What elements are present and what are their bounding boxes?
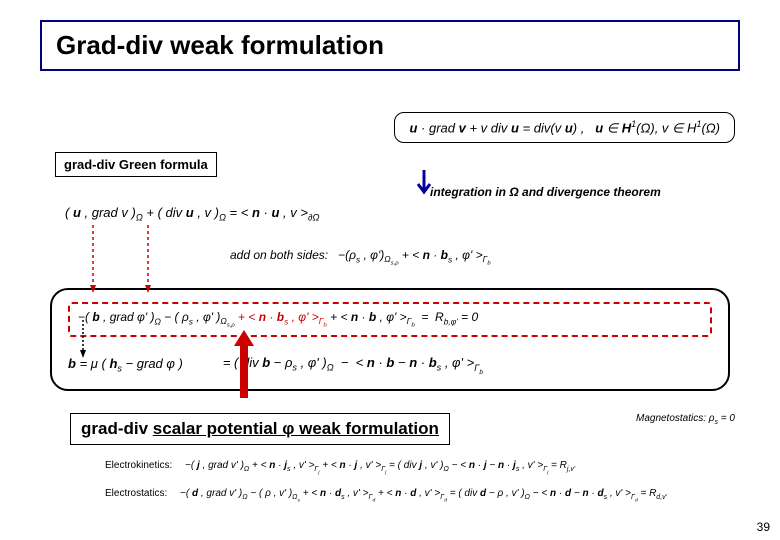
magnetostatics-note: Magnetostatics: ρs = 0: [636, 413, 735, 426]
dotted-arrow-3-icon: [80, 320, 86, 360]
red-dashed-equation: −( b , grad φ' )Ω − ( ρs , φ' )Ωs,ρ + < …: [68, 302, 712, 337]
red-weak-form-eq: −( b , grad φ' )Ω − ( ρs , φ' )Ωs,ρ + < …: [78, 310, 702, 329]
electrostatics-row: Electrostatics: −( d , grad v' )Ω − ( ρ …: [105, 488, 667, 503]
blue-down-arrow-icon: [415, 170, 433, 200]
dotted-arrow-2-icon: [145, 225, 151, 295]
main-equation-box: −( b , grad φ' )Ω − ( ρs , φ' )Ωs,ρ + < …: [50, 288, 730, 391]
addon-both-sides: add on both sides: −(ρs , φ')Ωs,ρ + < n …: [230, 248, 491, 267]
potential-label-underlined: scalar potential φ weak formulation: [153, 419, 439, 438]
potential-label-prefix: grad-div: [81, 419, 153, 438]
red-up-arrow-icon: [232, 330, 256, 400]
page-title: Grad-div weak formulation: [56, 30, 724, 61]
title-box: Grad-div weak formulation: [40, 20, 740, 71]
integration-label: integration in Ω and divergence theorem: [430, 185, 661, 199]
green-formula-label: grad-div Green formula: [55, 152, 217, 177]
electrokinetics-label: Electrokinetics:: [105, 460, 172, 471]
page-number: 39: [757, 520, 770, 534]
electrostatics-label: Electrostatics:: [105, 488, 167, 499]
scalar-potential-label: grad-div scalar potential φ weak formula…: [70, 413, 450, 445]
electrokinetics-row: Electrokinetics: −( j , grad v' )Ω + < n…: [105, 460, 575, 475]
div-residual-equation: = ( div b − ρs , φ' )Ω − < n · b − n · b…: [223, 355, 483, 375]
green-formula-eq: ( u , grad v )Ω + ( div u , v )Ω = < n ·…: [65, 205, 319, 223]
dotted-arrow-1-icon: [90, 225, 96, 295]
top-identity-formula: u · grad v + v div u = div(v u) , u ∈ H1…: [394, 112, 735, 143]
